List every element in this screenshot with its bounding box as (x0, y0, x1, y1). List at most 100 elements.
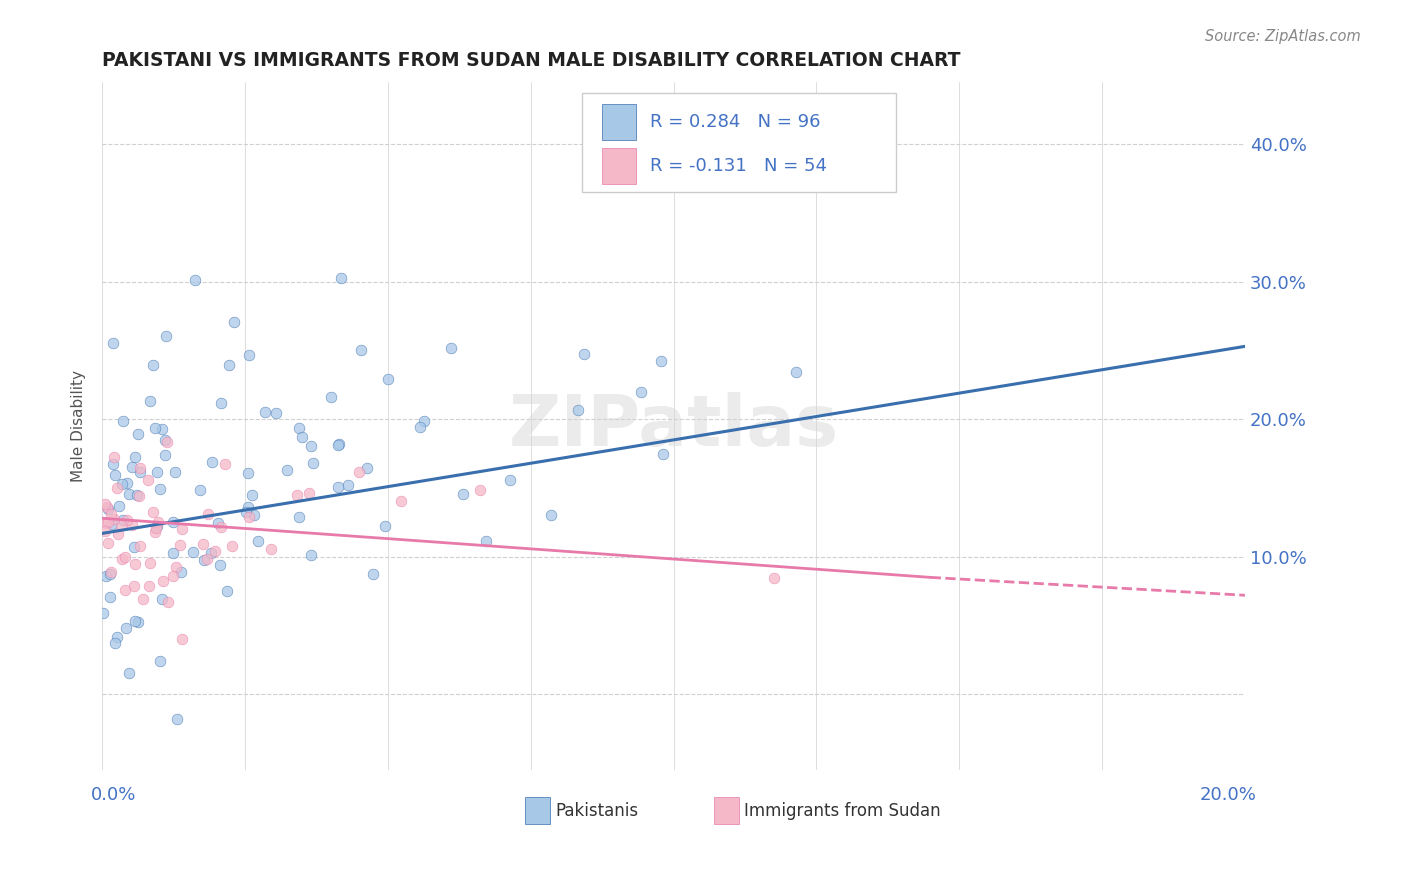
Point (377, 372, 399, 386)
Point (112, 513, 135, 527)
Point (572, 347, 595, 361)
Point (287, 421, 309, 435)
Point (139, 556, 162, 570)
Point (475, 534, 498, 549)
Point (153, 433, 176, 447)
Point (124, 450, 146, 465)
Point (238, 348, 260, 362)
Point (207, 516, 229, 530)
Point (96, 516, 118, 530)
Point (222, 315, 245, 329)
Point (169, 538, 191, 552)
Point (197, 508, 219, 522)
Point (389, 493, 412, 508)
Text: ZIPatlas: ZIPatlas (509, 392, 838, 460)
Point (152, 574, 174, 589)
Point (111, 551, 134, 566)
Point (373, 518, 395, 533)
Text: Source: ZipAtlas.com: Source: ZipAtlas.com (1205, 29, 1361, 44)
Point (146, 465, 169, 479)
Point (138, 579, 160, 593)
Point (127, 426, 149, 441)
Point (124, 540, 146, 554)
Point (218, 358, 240, 372)
Point (319, 390, 342, 404)
Point (235, 505, 257, 519)
Point (650, 353, 672, 368)
Point (114, 582, 136, 597)
Text: 20.0%: 20.0% (1199, 787, 1257, 805)
Point (97, 502, 120, 516)
Point (128, 489, 150, 503)
Point (97, 515, 120, 529)
Point (162, 568, 184, 582)
Point (111, 414, 134, 428)
Point (101, 336, 124, 351)
Point (298, 485, 321, 500)
Point (107, 527, 129, 541)
Point (762, 571, 785, 585)
Point (155, 329, 177, 343)
Point (217, 583, 239, 598)
Point (409, 420, 432, 434)
Point (451, 486, 474, 500)
Point (91, 606, 114, 620)
Point (94, 568, 117, 582)
Point (468, 483, 491, 498)
Point (100, 566, 122, 580)
Point (127, 488, 149, 502)
Point (150, 422, 173, 436)
Text: 0.0%: 0.0% (91, 787, 136, 805)
Point (115, 621, 138, 635)
Point (170, 632, 193, 647)
Point (111, 476, 134, 491)
Point (499, 473, 522, 487)
Text: R = -0.131   N = 54: R = -0.131 N = 54 (650, 157, 827, 175)
Point (110, 517, 132, 532)
Point (328, 438, 350, 452)
Point (209, 520, 232, 534)
Point (214, 457, 236, 471)
Point (105, 630, 128, 644)
Point (188, 483, 211, 497)
Point (238, 500, 260, 515)
Point (347, 465, 370, 479)
Point (567, 403, 589, 417)
Point (105, 482, 128, 496)
Point (94, 524, 117, 538)
Point (115, 476, 138, 491)
Point (139, 393, 162, 408)
Point (540, 508, 562, 522)
Point (124, 557, 146, 571)
Point (165, 560, 187, 574)
Point (170, 565, 193, 579)
Point (143, 421, 166, 435)
Point (242, 508, 264, 522)
Point (148, 515, 170, 529)
Point (104, 635, 127, 649)
Point (129, 465, 152, 479)
Point (155, 435, 177, 450)
Point (193, 552, 215, 566)
Point (191, 537, 214, 551)
Point (301, 548, 323, 562)
Point (356, 461, 378, 475)
Point (98, 590, 121, 604)
Point (264, 406, 287, 420)
Point (162, 546, 184, 560)
Point (413, 414, 436, 428)
Point (288, 510, 311, 524)
Point (128, 539, 150, 553)
Point (337, 477, 360, 491)
Point (630, 385, 652, 400)
Point (260, 542, 283, 557)
Point (236, 467, 259, 481)
Bar (602, 148, 636, 184)
Point (121, 460, 143, 475)
Point (146, 518, 169, 533)
Point (302, 456, 325, 470)
Point (142, 504, 165, 518)
Point (200, 546, 222, 560)
Point (440, 341, 463, 355)
Point (195, 551, 218, 566)
